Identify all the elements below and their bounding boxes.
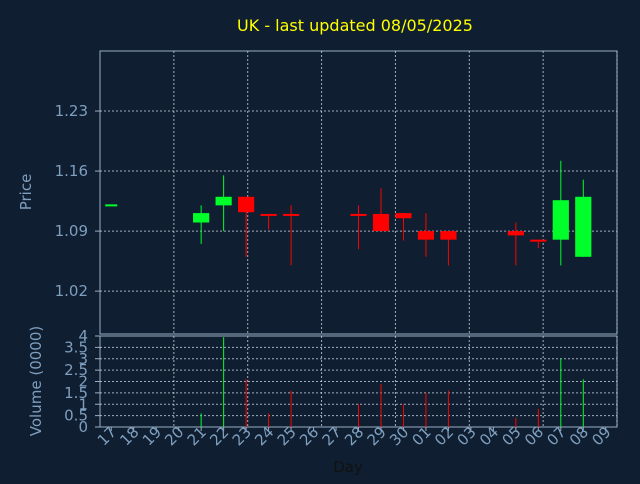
candle-body: [507, 231, 524, 236]
candle: [395, 213, 412, 241]
candle: [215, 175, 232, 232]
price-tick-label: 1.02: [55, 282, 88, 300]
volume-tick-label: 1: [78, 395, 88, 413]
candle-body: [552, 200, 569, 240]
candle-body: [215, 196, 232, 206]
candle: [260, 213, 277, 230]
candle: [575, 179, 592, 257]
candle: [282, 205, 300, 266]
candle-body: [350, 213, 367, 216]
candle-body: [238, 196, 255, 213]
candle-body: [395, 213, 412, 219]
candle: [350, 205, 367, 250]
candle: [238, 196, 255, 257]
price-tick-label: 1.16: [55, 162, 88, 180]
price-tick-label: 1.09: [55, 222, 88, 240]
volume-panel: 00.511.522.533.54: [64, 327, 618, 436]
candle-body: [440, 231, 457, 240]
candle: [417, 213, 435, 257]
candle: [193, 205, 210, 244]
candle: [372, 188, 390, 232]
volume-tick-label: 1.5: [64, 384, 88, 402]
volume-tick-label: 3.5: [64, 338, 88, 356]
candle: [507, 222, 524, 266]
candle-body: [530, 239, 547, 242]
x-axis-label: Day: [333, 458, 363, 476]
candle: [440, 231, 457, 266]
candle-body: [193, 213, 210, 223]
price-panel: 1.02 1.09 1.16 1.23: [55, 50, 618, 335]
volume-tick-label: 0.5: [64, 407, 88, 425]
candle: [552, 160, 569, 266]
candle-body: [260, 213, 277, 216]
volume-tick-label: 0: [78, 418, 88, 436]
candle-body: [282, 213, 300, 216]
candle: [530, 239, 547, 249]
candle-body: [417, 231, 435, 240]
volume-tick-label: 3: [78, 350, 88, 368]
volume-axis-label: Volume (0000): [27, 326, 45, 436]
volume-tick-label: 2: [78, 373, 88, 391]
day-tick-labels: 1718192021222324252627282930010203040506…: [94, 423, 615, 449]
candle-body: [372, 213, 390, 232]
price-tick-label: 1.23: [55, 102, 88, 120]
volume-tick-label: 4: [78, 327, 88, 345]
price-axis-label: Price: [17, 174, 35, 211]
candle-body: [575, 196, 592, 257]
chart-title: UK - last updated 08/05/2025: [237, 16, 473, 35]
volume-tick-label: 2.5: [64, 361, 88, 379]
